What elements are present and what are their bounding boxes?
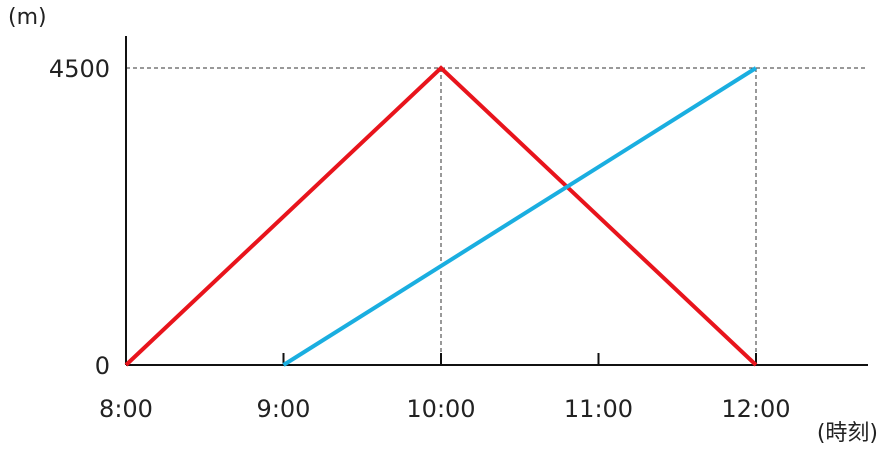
guide-lines	[126, 67, 868, 365]
series-lines	[124, 65, 758, 367]
y-tick-label-1: 4500	[49, 55, 110, 83]
x-tick-label-2: 10:00	[406, 395, 475, 423]
x-tick-label-0: 8:00	[99, 395, 153, 423]
tick-labels: 8:00 9:00 10:00 11:00 12:00 0 4500	[49, 55, 791, 423]
tick-marks	[125, 353, 757, 365]
y-tick-label-0: 0	[95, 352, 110, 380]
x-axis-unit-label: (時刻)	[817, 421, 878, 446]
x-tick-label-3: 11:00	[564, 395, 633, 423]
axes	[125, 36, 868, 366]
series-line-1	[282, 66, 758, 367]
series-line-0	[124, 65, 758, 367]
y-axis-unit-label: (m)	[8, 5, 47, 30]
x-tick-label-1: 9:00	[257, 395, 311, 423]
x-tick-label-4: 12:00	[721, 395, 790, 423]
